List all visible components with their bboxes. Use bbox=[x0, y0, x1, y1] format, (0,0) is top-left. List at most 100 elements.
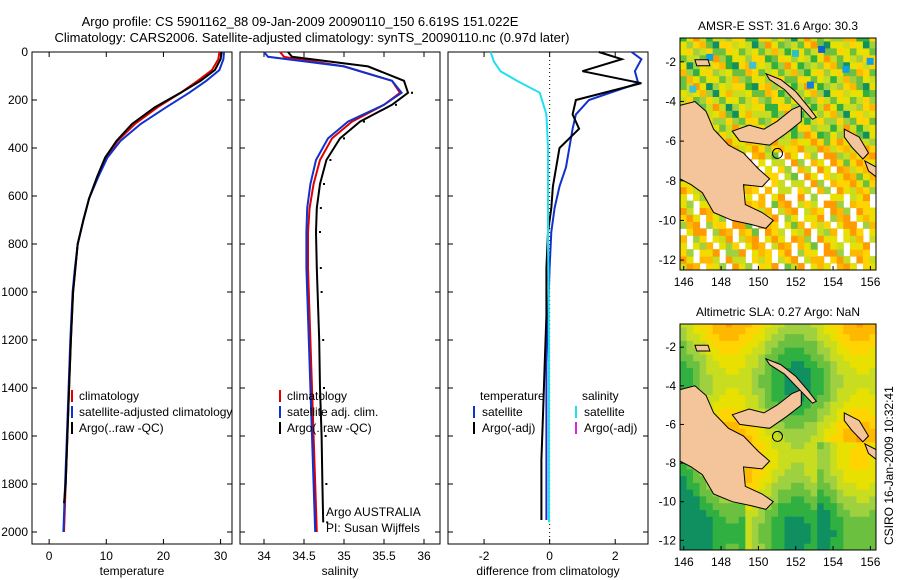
sst_map-cell bbox=[751, 242, 759, 250]
sst_map-cell bbox=[856, 117, 864, 125]
sst_map-cell bbox=[876, 90, 883, 97]
sst_map-cell bbox=[797, 145, 805, 153]
temperature-ytick-label: 800 bbox=[8, 237, 28, 251]
sla_map-cell bbox=[869, 482, 876, 490]
sla_map-cell bbox=[856, 482, 864, 490]
sst_map-cell bbox=[830, 89, 838, 97]
sst_map-cell bbox=[804, 228, 812, 236]
sst_map-cell bbox=[830, 138, 838, 146]
sst_map-cell bbox=[817, 68, 825, 77]
sst_map-cell bbox=[856, 38, 864, 42]
sla_map-cell bbox=[856, 543, 864, 550]
sla_map-cell bbox=[771, 489, 779, 497]
sst_map-cell bbox=[699, 47, 707, 56]
sst_map-cell bbox=[725, 256, 733, 264]
sla_map-cell bbox=[680, 502, 688, 510]
sst_map-cell bbox=[791, 179, 799, 188]
sla_map-cell bbox=[680, 462, 688, 470]
sst_map-cell bbox=[771, 68, 779, 77]
sla_map-cell bbox=[719, 509, 727, 517]
sla_map-cell bbox=[706, 367, 714, 375]
sla_map-cell bbox=[725, 522, 733, 531]
sla_map-cell bbox=[836, 482, 844, 490]
sla_map-cell bbox=[751, 475, 759, 483]
sst_map-cell bbox=[784, 54, 792, 63]
sst_map-cell bbox=[862, 124, 870, 132]
sla_map-cell bbox=[797, 408, 805, 416]
sst_map-cell bbox=[738, 235, 746, 243]
sst_map-cell bbox=[843, 89, 851, 97]
sst_map-cell bbox=[876, 249, 883, 256]
sla_map-cell bbox=[810, 380, 818, 389]
sst_map-cell bbox=[830, 117, 838, 125]
sst_map-cell bbox=[784, 131, 792, 139]
difference-legend-header-temperature: temperature bbox=[480, 389, 545, 403]
sla_map-cell bbox=[791, 360, 799, 368]
sla_map-cell bbox=[745, 324, 753, 328]
sla_map-cell bbox=[758, 401, 766, 409]
sla_map-cell bbox=[804, 536, 812, 544]
sst_map-cell bbox=[686, 207, 694, 215]
sst_map-cell bbox=[778, 249, 786, 257]
sst_map-cell bbox=[849, 152, 857, 160]
sst_map-cell bbox=[856, 82, 864, 91]
sst_map-cell bbox=[732, 117, 740, 125]
sla_map-cell bbox=[738, 340, 746, 348]
sst_map-cell bbox=[791, 158, 799, 167]
sst_map-cell bbox=[771, 117, 779, 125]
sla_map-cell bbox=[869, 367, 876, 375]
sla_map-cell bbox=[817, 421, 825, 429]
sst_map-cell bbox=[745, 40, 753, 49]
sla_map-cell bbox=[751, 380, 759, 389]
sla_map-cell bbox=[869, 536, 876, 544]
sla_map-cell bbox=[817, 468, 825, 477]
sla_map-cell bbox=[738, 333, 746, 341]
sla_map-cell bbox=[758, 435, 766, 443]
sst_map-cell bbox=[817, 158, 825, 167]
sla_map-cell bbox=[862, 522, 870, 531]
sla_map-cell bbox=[791, 455, 799, 463]
sst_map-cell bbox=[732, 68, 740, 77]
difference-xlabel: difference from climatology bbox=[476, 564, 619, 578]
sst_map-cell bbox=[738, 145, 746, 153]
sst_map-cell bbox=[862, 179, 870, 188]
sst_map-cell bbox=[849, 242, 857, 250]
sla_map-cell bbox=[843, 516, 851, 524]
sst_map-cell bbox=[725, 124, 733, 132]
sst_map-cell bbox=[745, 47, 753, 56]
sla_map-cell bbox=[817, 414, 825, 423]
sla_map-cell bbox=[849, 340, 857, 348]
sst_map-cell bbox=[725, 89, 733, 97]
sla_map-cell bbox=[680, 509, 688, 517]
sla_map-cell bbox=[856, 462, 864, 470]
sst_map-cell bbox=[823, 40, 831, 49]
sla_map-cell bbox=[771, 529, 779, 537]
sst_map-cell bbox=[823, 110, 831, 118]
sla_map-cell bbox=[784, 455, 792, 463]
sla_map-cell bbox=[764, 360, 772, 368]
sst_map-cell bbox=[849, 117, 857, 125]
sla_map-cell bbox=[738, 529, 746, 537]
sst_map-cell bbox=[849, 193, 857, 202]
sst_map-cell bbox=[823, 131, 831, 139]
sla_map-cell bbox=[862, 333, 870, 341]
sla_map-cell bbox=[699, 324, 707, 328]
sla_map-cell bbox=[686, 374, 694, 382]
sla_map-cell bbox=[738, 367, 746, 375]
sla_map-cell bbox=[732, 387, 740, 396]
sst_map-cell bbox=[843, 117, 851, 125]
sla_map-cell bbox=[830, 448, 838, 456]
sla_map-cell bbox=[823, 435, 831, 443]
sst_map-cell bbox=[719, 263, 727, 270]
sst_map-cell bbox=[823, 186, 831, 195]
sla_map-cell bbox=[876, 334, 883, 341]
sst_map-cell bbox=[869, 172, 876, 181]
sst_map-cell bbox=[869, 103, 876, 111]
sst_map-cell bbox=[725, 249, 733, 257]
sla_map-cell bbox=[810, 522, 818, 531]
sla_map-cell bbox=[745, 482, 753, 490]
sla_map-cell bbox=[791, 441, 799, 450]
sla_map-cell bbox=[751, 435, 759, 443]
sst_map-cell bbox=[719, 124, 727, 132]
sst_map-cell bbox=[725, 110, 733, 118]
